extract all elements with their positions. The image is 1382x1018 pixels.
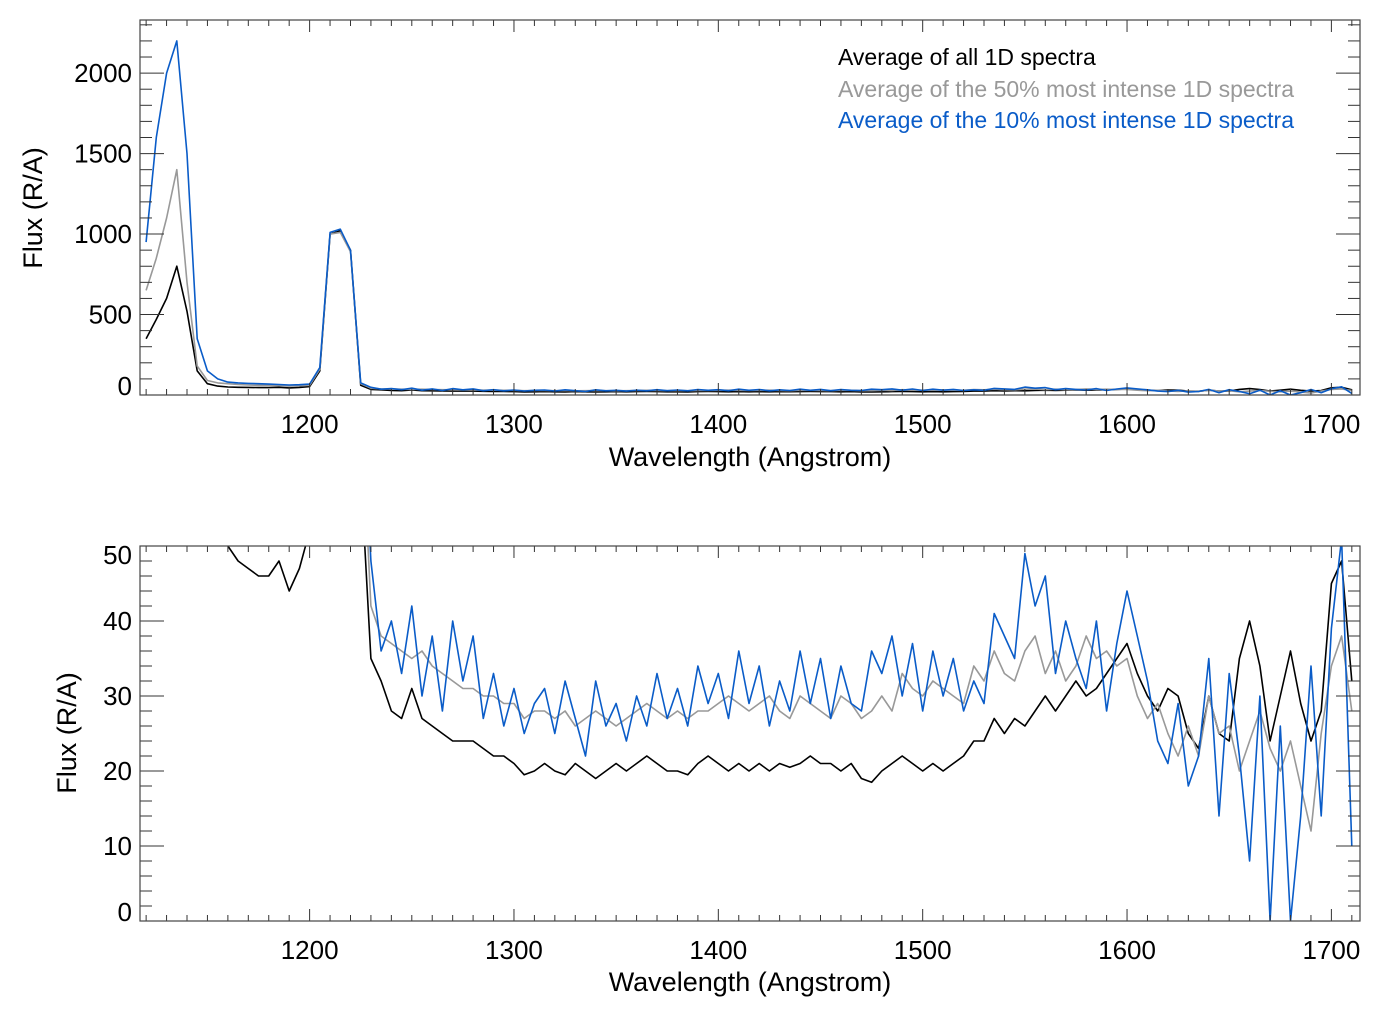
y-tick-label: 1000 <box>74 219 132 249</box>
y-tick-label: 10 <box>103 831 132 861</box>
legend-entry-50pct: Average of the 50% most intense 1D spect… <box>838 76 1294 102</box>
series-line-50pct <box>367 546 1353 832</box>
y-tick-label: 20 <box>103 756 132 786</box>
legend-entry-10pct: Average of the 10% most intense 1D spect… <box>838 107 1294 133</box>
x-tick-label: 1500 <box>894 409 952 439</box>
x-tick-label: 1700 <box>1302 935 1360 965</box>
y-tick-label: 30 <box>103 681 132 711</box>
top-plot-frame <box>139 19 1361 396</box>
bottom-y-axis-title: Flux (R/A) <box>52 672 82 794</box>
top-x-axis-title: Wavelength (Angstrom) <box>609 442 892 472</box>
x-tick-label: 1500 <box>894 935 952 965</box>
series-line-10pct <box>369 546 1353 921</box>
x-tick-label: 1200 <box>281 935 339 965</box>
x-tick-label: 1400 <box>689 409 747 439</box>
y-tick-label: 40 <box>103 606 132 636</box>
x-tick-label: 1300 <box>485 409 543 439</box>
series-line-10pct <box>145 40 1353 395</box>
y-tick-label: 1500 <box>74 139 132 169</box>
x-tick-label: 1400 <box>689 935 747 965</box>
y-tick-label: 2000 <box>74 58 132 88</box>
x-tick-label: 1300 <box>485 935 543 965</box>
series-line-all <box>145 230 1352 393</box>
bottom-plot-frame <box>139 545 1361 922</box>
top-y-axis-title: Flux (R/A) <box>18 147 48 269</box>
y-tick-label: 0 <box>118 371 132 401</box>
x-tick-label: 1600 <box>1098 409 1156 439</box>
x-tick-label: 1600 <box>1098 935 1156 965</box>
bottom-panel: 1200 1300 1400 1500 1600 1700 0 10 20 30 40 50 Wave… <box>52 540 1361 997</box>
y-tick-label: 50 <box>103 540 132 570</box>
x-tick-label: 1700 <box>1302 409 1360 439</box>
bottom-x-axis-title: Wavelength (Angstrom) <box>609 967 892 997</box>
legend: Average of all 1D spectra Average of the… <box>838 44 1294 133</box>
legend-entry-all: Average of all 1D spectra <box>838 44 1096 70</box>
y-tick-label: 500 <box>89 300 132 330</box>
x-tick-label: 1200 <box>281 409 339 439</box>
y-tick-label: 0 <box>118 897 132 927</box>
top-panel: 1200 1300 1400 1500 1600 1700 0 500 1000 1500 2000… <box>18 19 1361 472</box>
